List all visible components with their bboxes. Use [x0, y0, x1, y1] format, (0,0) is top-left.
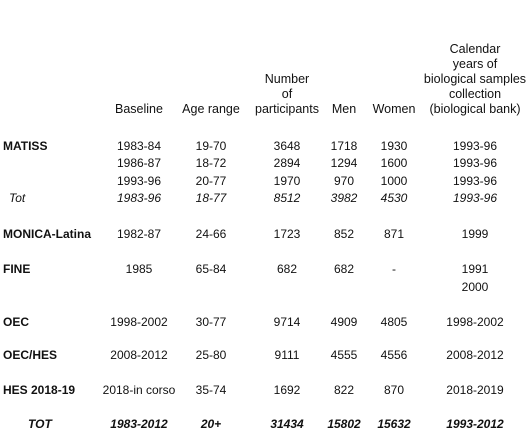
table-cell: 852 — [333, 227, 355, 241]
column-header: Baseline — [74, 102, 204, 117]
header-line: of — [281, 87, 293, 101]
table-cell: 682 — [276, 262, 298, 276]
table-cell: 1986-87 — [116, 156, 162, 170]
table-cell: 4805 — [380, 315, 408, 329]
table-cell: 3982 — [330, 191, 358, 205]
table-cell: 871 — [383, 227, 405, 241]
table-cell: 1000 — [380, 174, 408, 188]
table-cell: 1993-96 — [452, 174, 498, 188]
table-cell: 2018-in corso — [102, 383, 176, 397]
table-cell: 1718 — [330, 139, 358, 153]
table-cell: 20-77 — [195, 174, 227, 188]
table-cell: 9111 — [274, 348, 300, 362]
header-line: Number — [264, 72, 310, 86]
table-cell: 1999 — [461, 227, 489, 241]
table-cell: 65-84 — [195, 262, 227, 276]
table-cell: 1723 — [273, 227, 301, 241]
table-cell: 2894 — [273, 156, 301, 170]
table-cell: 1983-84 — [116, 139, 162, 153]
table-cell: 1600 — [380, 156, 408, 170]
table-cell: - — [392, 262, 396, 276]
table-cell: 1930 — [380, 139, 408, 153]
table-cell: 1993-96 — [452, 139, 498, 153]
table-cell: 18-77 — [195, 191, 227, 205]
table-cell: 2008-2012 — [110, 348, 168, 362]
table-cell: 15632 — [377, 417, 411, 431]
table-cell: 1983-96 — [116, 191, 162, 205]
table-cell: 4556 — [380, 348, 408, 362]
table-cell: 870 — [383, 383, 405, 397]
table-cell: 1993-96 — [116, 174, 162, 188]
table-cell: 30-77 — [195, 315, 227, 329]
table-cell: 682 — [333, 262, 355, 276]
table-cell: 24-66 — [195, 227, 227, 241]
header-line: Men — [331, 102, 357, 116]
header-line: (biological bank) — [429, 102, 521, 116]
table-cell: 1993-96 — [452, 156, 498, 170]
table-cell: 1982-87 — [116, 227, 162, 241]
table-cell: 15802 — [327, 417, 361, 431]
column-header: Calendar years of biological samples collec… — [410, 42, 529, 117]
header-line: collection — [448, 87, 502, 101]
table-cell: 18-72 — [195, 156, 227, 170]
table-cell: 31434 — [270, 417, 304, 431]
row-label: OEC — [3, 315, 30, 329]
table-cell: 4555 — [330, 348, 358, 362]
row-label: HES 2018-19 — [3, 383, 76, 397]
table-cell: 9714 — [273, 315, 301, 329]
header-line: years of — [452, 57, 498, 71]
table-cell: 1970 — [273, 174, 301, 188]
column-header: Age range — [146, 102, 276, 117]
row-label: MONICA-Latina — [3, 227, 91, 241]
row-label: FINE — [3, 262, 31, 276]
table-cell: 25-80 — [195, 348, 227, 362]
header-line: biological samples — [423, 72, 527, 86]
table-cell: 1294 — [330, 156, 358, 170]
table-cell: 1993-96 — [452, 191, 498, 205]
row-label: OEC/HES — [3, 348, 58, 362]
table-cell: 1991 — [461, 262, 489, 276]
header-line: Women — [372, 102, 416, 116]
row-label: Tot — [9, 191, 26, 205]
row-label: MATISS — [3, 139, 48, 153]
table-cell: 2018-2019 — [446, 383, 504, 397]
table-cell: 19-70 — [195, 139, 227, 153]
table-cell: 2008-2012 — [446, 348, 504, 362]
table-cell: 4909 — [330, 315, 358, 329]
table-cell: 8512 — [273, 191, 301, 205]
header-line: Calendar — [449, 42, 501, 56]
column-header: Men — [279, 102, 409, 117]
header-line: Age range — [182, 102, 240, 116]
table-cell: 1993-2012 — [446, 417, 504, 431]
column-header: Number of participants — [222, 72, 352, 117]
table-cell: 1985 — [125, 262, 153, 276]
row-label: TOT — [28, 417, 52, 431]
table-cell: 1692 — [273, 383, 301, 397]
table-cell: 3648 — [273, 139, 301, 153]
table-cell: 20+ — [200, 417, 222, 431]
table-cell: 4530 — [380, 191, 408, 205]
table-cell: 2000 — [461, 280, 489, 294]
header-line: participants — [255, 102, 319, 116]
header-line: Baseline — [115, 102, 163, 116]
table-cell: 1998-2002 — [446, 315, 504, 329]
column-header: Women — [329, 102, 459, 117]
table-cell: 970 — [333, 174, 355, 188]
table-cell: 1983-2012 — [110, 417, 168, 431]
table-cell: 35-74 — [195, 383, 227, 397]
table-cell: 822 — [333, 383, 355, 397]
table-cell: 1998-2002 — [110, 315, 168, 329]
